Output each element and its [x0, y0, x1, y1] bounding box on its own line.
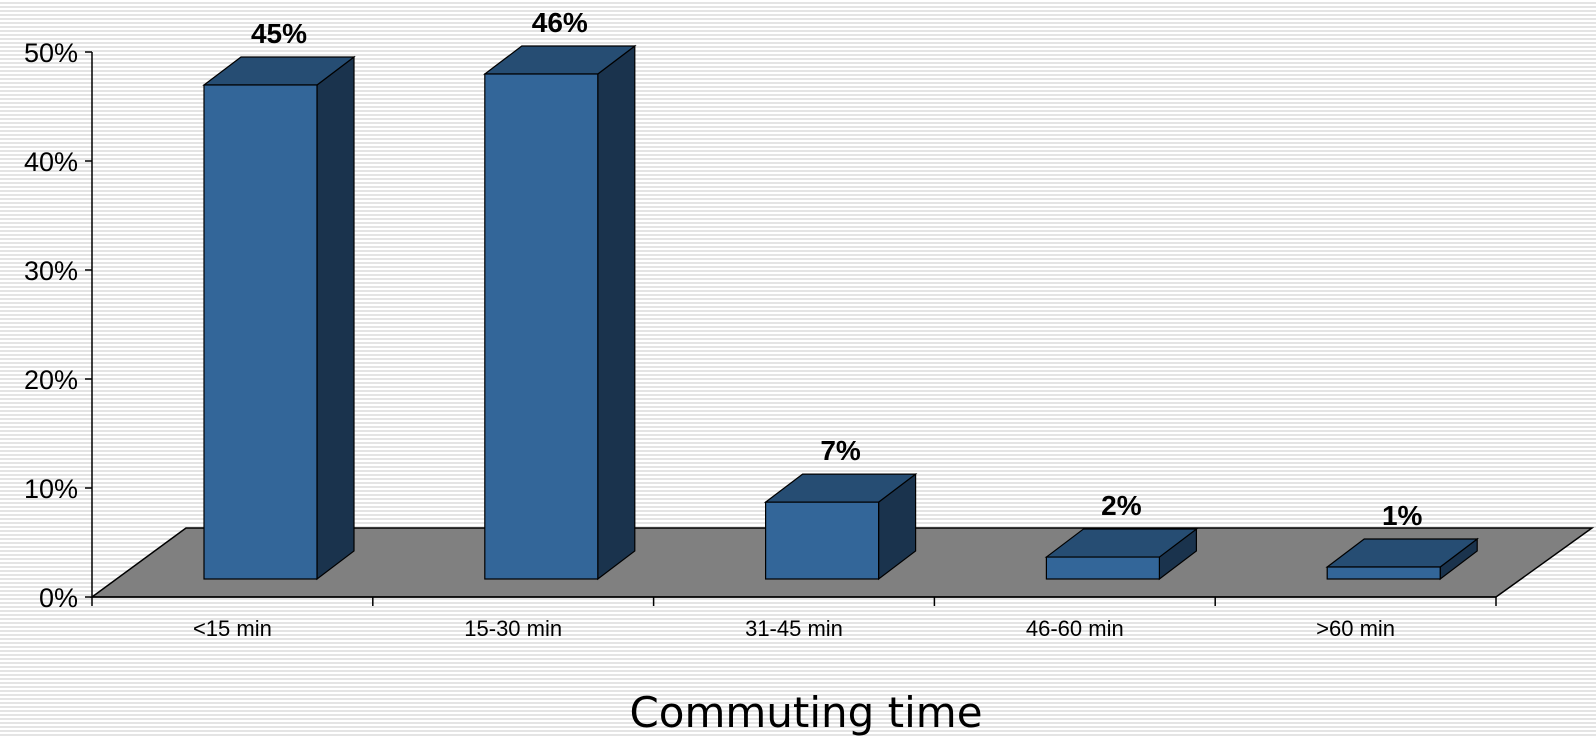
bar-side-face [597, 44, 636, 581]
x-tick-label: >60 min [1316, 616, 1395, 641]
x-axis-title: Commuting time [629, 688, 982, 737]
data-label: 2% [1101, 490, 1142, 521]
y-tick-label: 10% [24, 474, 78, 504]
y-axis-ticks: 0% 10% 20% 30% 40% 50% [24, 38, 92, 613]
x-tick-label: <15 min [193, 616, 272, 641]
bar-front-face [1045, 556, 1161, 580]
y-tick-label: 30% [24, 256, 78, 286]
y-tick-label: 40% [24, 147, 78, 177]
bars-group [202, 44, 1479, 581]
data-label: 46% [532, 7, 588, 38]
x-tick-label: 46-60 min [1026, 616, 1124, 641]
bar-side-face [316, 55, 355, 581]
bar-front-face [484, 73, 599, 580]
x-tick-label: 31-45 min [745, 616, 843, 641]
data-label: 45% [251, 18, 307, 49]
bar-front-face [1326, 566, 1441, 580]
x-axis-ticks [91, 597, 1497, 606]
category-labels: <15 min 15-30 min 31-45 min 46-60 min >60 mi… [193, 616, 1395, 641]
x-tick-label: 15-30 min [464, 616, 562, 641]
data-labels: 45% 46% 7% 2% 1% [251, 7, 1423, 531]
data-label: 1% [1382, 500, 1423, 531]
bar [1325, 537, 1479, 581]
y-tick-label: 20% [24, 365, 78, 395]
bar-front-face [764, 501, 880, 580]
bar-front-face [203, 84, 318, 580]
y-tick-label: 0% [39, 583, 78, 613]
bar [202, 55, 356, 581]
y-tick-label: 50% [24, 38, 78, 68]
bar [483, 44, 637, 581]
bar [763, 472, 918, 581]
data-label: 7% [820, 435, 861, 466]
bar [1044, 527, 1199, 581]
